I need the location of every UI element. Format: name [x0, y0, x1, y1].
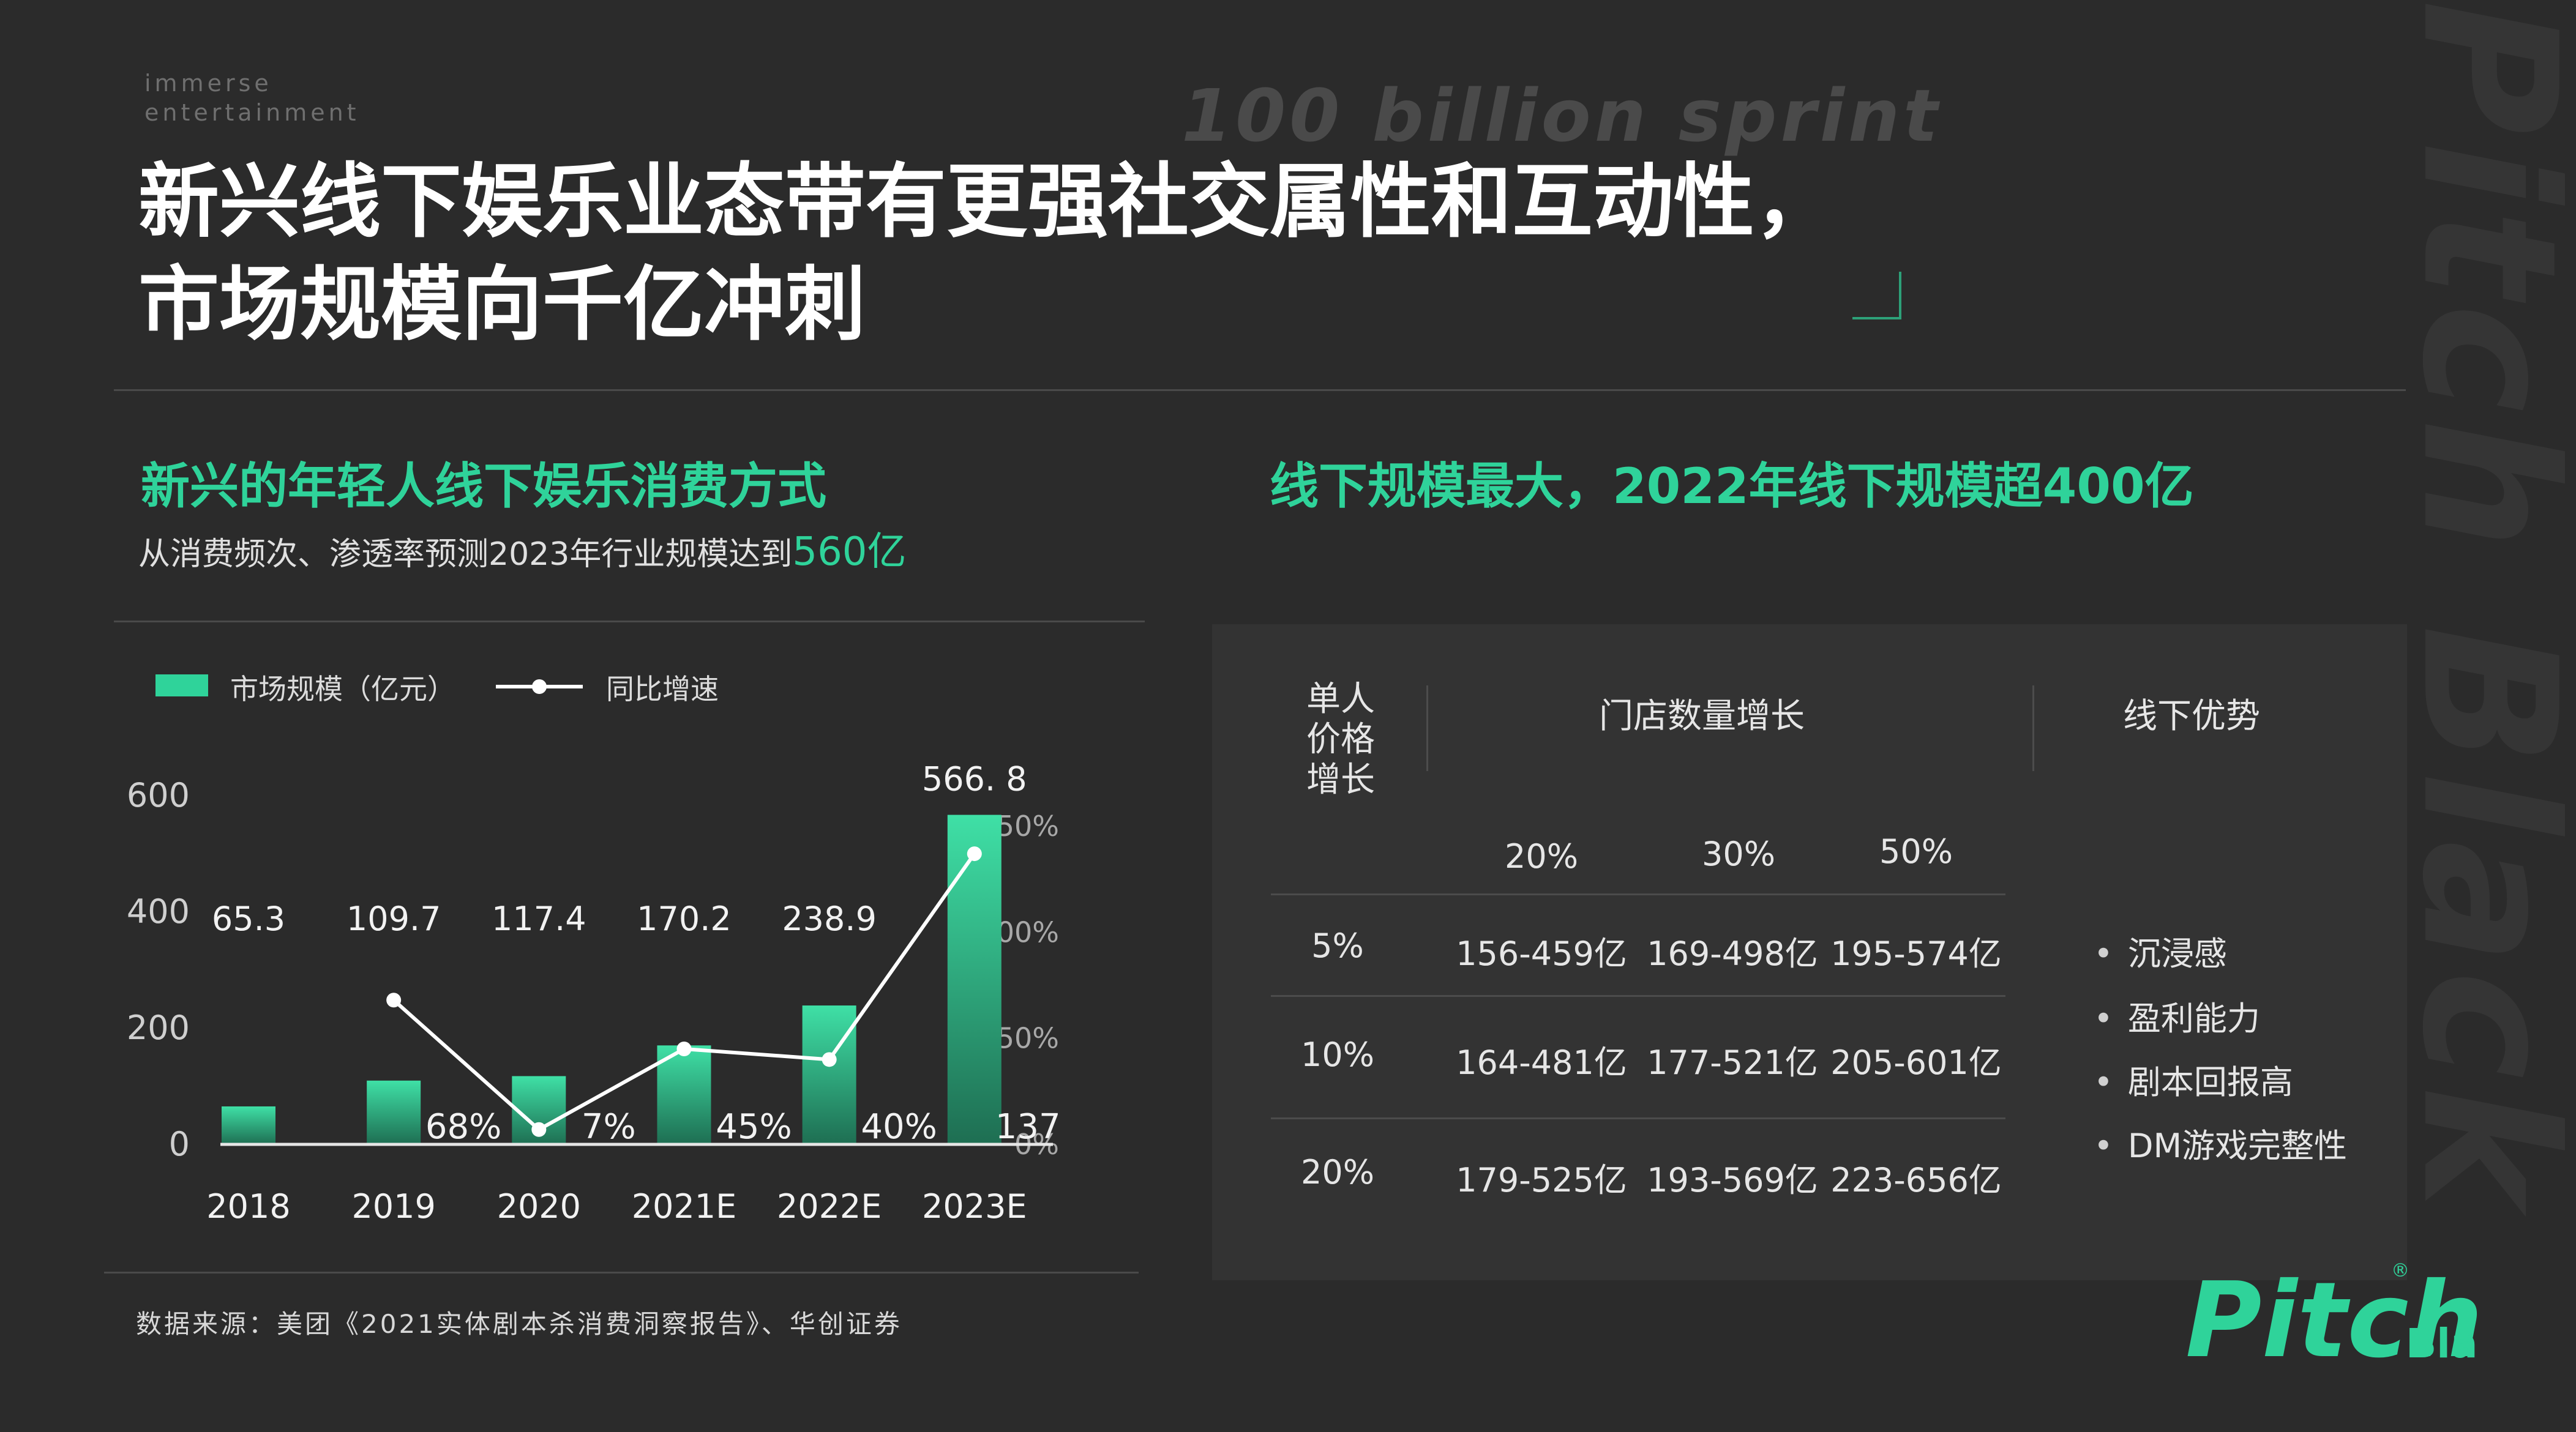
growth-rate-point	[531, 1122, 547, 1137]
cell-5-30: 169-498亿	[1647, 934, 1818, 973]
bar-market-size	[222, 1106, 275, 1144]
legend-line-label: 同比增速	[606, 673, 719, 706]
cell-5-50: 195-574亿	[1830, 934, 2002, 973]
growth-rate-label: 40%	[861, 1107, 937, 1147]
cell-10-50: 205-601亿	[1830, 1043, 2002, 1082]
table-row-divider	[1271, 1117, 2005, 1119]
legend-line-swatch	[496, 679, 583, 694]
cell-20-20: 179-525亿	[1456, 1161, 1627, 1199]
store-col-20: 20%	[1504, 837, 1579, 876]
header-price-line-1: 单人	[1306, 679, 1375, 719]
brand-line-1: immerse	[144, 70, 272, 97]
store-col-50: 50%	[1879, 832, 1953, 871]
cell-10-20: 164-481亿	[1456, 1043, 1627, 1082]
growth-rate-label: 45%	[716, 1107, 792, 1147]
growth-rate-label: 7%	[582, 1107, 636, 1147]
advantage-item: 剧本回报高	[2094, 1055, 2293, 1103]
header-price-line-2: 价格	[1306, 720, 1375, 759]
header-offline-advantage: 线下优势	[2123, 696, 2260, 736]
bar-market-size	[367, 1080, 421, 1144]
header-price-line-3: 增长	[1306, 760, 1375, 800]
y-right-tick-label: 50%	[997, 1022, 1059, 1055]
row-price-20: 20%	[1300, 1153, 1375, 1191]
cell-20-50: 223-656亿	[1830, 1161, 2002, 1199]
corner-bracket-decoration	[1852, 272, 1901, 319]
y-left-tick-label: 400	[127, 892, 190, 931]
page-title-line-1: 新兴线下娱乐业态带有更强社交属性和互动性，	[138, 155, 1835, 249]
logo-registered-mark: ®	[2391, 1260, 2409, 1281]
bar-value-label: 566. 8	[922, 760, 1027, 799]
table-row-divider	[1271, 893, 2005, 895]
growth-rate-point	[676, 1042, 692, 1056]
x-category-label: 2018	[206, 1187, 290, 1226]
header-separator-2	[2032, 685, 2034, 771]
legend-bar-label: 市场规模（亿元）	[230, 673, 455, 706]
bar-value-label: 238.9	[782, 900, 877, 938]
brand-text: immerse entertainment	[144, 69, 360, 127]
pitch-black-logo: Pitch Black ®	[2185, 1260, 2479, 1374]
tagline: 100 billion sprint	[1181, 73, 1942, 158]
x-category-label: 2020	[497, 1187, 581, 1226]
x-category-label: 2019	[351, 1187, 435, 1226]
logo-sub-text: Black	[2406, 1320, 2479, 1367]
y-left-tick-label: 600	[127, 776, 190, 815]
left-subtitle: 从消费频次、渗透率预测2023年行业规模达到560亿	[138, 520, 907, 576]
watermark-text: Pitch Black	[2382, 0, 2576, 1214]
header-store-growth: 门店数量增长	[1599, 696, 1805, 736]
bar-market-size	[947, 815, 1002, 1144]
data-source-note: 数据来源：美团《2021实体剧本杀消费洞察报告》、华创证券	[136, 1309, 902, 1339]
chart-bottom-divider	[104, 1272, 1139, 1274]
row-price-10: 10%	[1300, 1035, 1375, 1074]
brand-line-2: entertainment	[144, 99, 360, 126]
legend-bar-swatch	[155, 674, 208, 696]
bar-value-label: 65.3	[212, 900, 285, 938]
cell-20-30: 193-569亿	[1647, 1161, 1818, 1199]
y-left-tick-label: 200	[127, 1009, 190, 1047]
bar-value-label: 109.7	[346, 900, 441, 938]
bar-market-size	[802, 1005, 856, 1144]
chart-top-divider	[114, 621, 1145, 622]
cell-5-20: 156-459亿	[1456, 934, 1627, 973]
scale-table-panel: 单人 价格 增长 门店数量增长 线下优势 20% 30% 50% 5% 156-…	[1212, 624, 2407, 1280]
subtitle-highlight: 560亿	[792, 529, 907, 575]
table-row-divider	[1271, 995, 2005, 997]
bar-value-label: 117.4	[492, 900, 586, 938]
bar-value-label: 170.2	[637, 900, 732, 938]
growth-rate-point	[386, 993, 402, 1008]
advantage-item: DM游戏完整性	[2094, 1119, 2347, 1167]
growth-rate-point	[822, 1052, 837, 1067]
bar-market-size	[657, 1045, 711, 1144]
x-category-label: 2022E	[777, 1187, 882, 1226]
advantage-item: 沉浸感	[2094, 927, 2227, 975]
x-category-label: 2023E	[922, 1187, 1027, 1226]
growth-rate-label: 137%	[995, 1107, 1059, 1147]
growth-rate-point	[967, 846, 982, 862]
title-divider	[114, 389, 2406, 391]
logo-main-text: Pitch	[2185, 1260, 2479, 1374]
row-price-5: 5%	[1311, 927, 1364, 965]
cell-10-30: 177-521亿	[1647, 1043, 1818, 1082]
header-separator-1	[1426, 685, 1428, 771]
left-section-title: 新兴的年轻人线下娱乐消费方式	[141, 458, 826, 515]
subtitle-text: 从消费频次、渗透率预测2023年行业规模达到	[138, 536, 793, 573]
y-left-tick-label: 0	[169, 1125, 190, 1163]
header-price-growth: 单人 价格 增长	[1279, 679, 1402, 800]
x-category-label: 2021E	[632, 1187, 737, 1226]
right-section-title: 线下规模最大，2022年线下规模超400亿	[1270, 458, 2194, 515]
advantage-item: 盈利能力	[2094, 991, 2260, 1040]
page-title-line-2: 市场规模向千亿冲刺	[138, 258, 866, 352]
growth-rate-label: 68%	[425, 1107, 501, 1147]
store-col-30: 30%	[1701, 835, 1776, 873]
